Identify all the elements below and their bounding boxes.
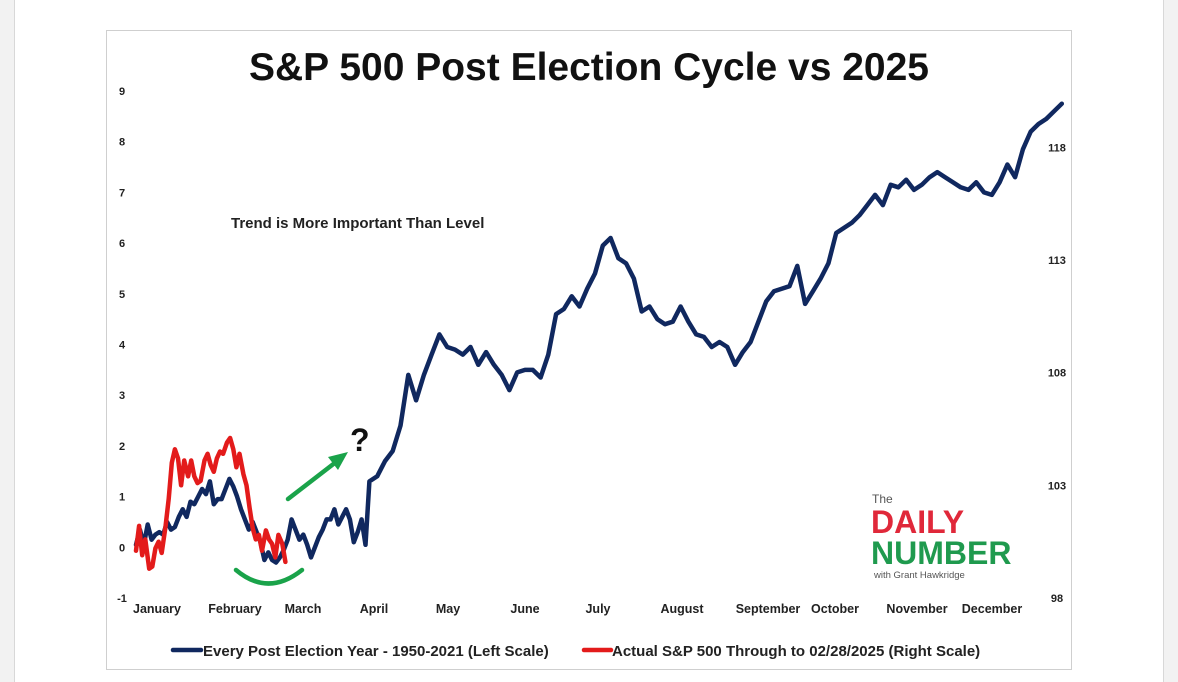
chart-frame <box>106 30 1072 670</box>
month-label: April <box>360 602 388 616</box>
month-label: November <box>886 602 947 616</box>
left-tick-label: 7 <box>119 187 125 199</box>
month-label: December <box>962 602 1023 616</box>
legend-label-actual-2025: Actual S&P 500 Through to 02/28/2025 (Ri… <box>612 643 980 660</box>
month-label: June <box>510 602 539 616</box>
series-line-post-election <box>133 101 1065 565</box>
logo-byline: with Grant Hawkridge <box>873 570 965 581</box>
green-upward-arrow <box>285 452 348 502</box>
right-tick-label: 118 <box>1048 142 1066 154</box>
chart-title: S&P 500 Post Election Cycle vs 2025 <box>249 46 929 89</box>
page-edge-right <box>1163 0 1164 682</box>
logo-number: NUMBER <box>871 535 1011 571</box>
left-tick-label: 4 <box>119 340 126 352</box>
chart-annotation: Trend is More Important Than Level <box>231 215 484 232</box>
green-smile-arc <box>233 567 305 586</box>
x-axis: January February March April May June July Augu… <box>133 602 1022 616</box>
left-tick-label: 6 <box>119 238 125 250</box>
month-label: January <box>133 602 181 616</box>
left-axis: 9 8 7 6 5 4 3 2 1 0 -1 <box>117 86 127 605</box>
logo-the: The <box>872 492 893 506</box>
question-mark: ? <box>350 422 370 458</box>
left-tick-label: 1 <box>119 492 125 504</box>
month-label: October <box>811 602 859 616</box>
legend: Every Post Election Year - 1950-2021 (Le… <box>170 643 980 660</box>
logo-daily: DAILY <box>871 504 964 540</box>
page-edge-left <box>14 0 15 682</box>
right-tick-label: 113 <box>1048 255 1066 267</box>
month-label: August <box>660 602 704 616</box>
legend-label-post-election: Every Post Election Year - 1950-2021 (Le… <box>203 643 549 660</box>
month-label: September <box>736 602 801 616</box>
left-tick-label: 0 <box>119 542 125 554</box>
left-tick-label: 9 <box>119 86 125 98</box>
right-tick-label: 108 <box>1048 368 1066 380</box>
series-line-actual-2025 <box>133 435 288 571</box>
left-tick-label: 3 <box>119 390 125 402</box>
month-label: July <box>585 602 610 616</box>
left-tick-label: -1 <box>117 593 127 605</box>
month-label: February <box>208 602 262 616</box>
left-tick-label: 8 <box>119 137 125 149</box>
right-axis: 118 113 108 103 98 <box>1048 142 1066 605</box>
right-tick-label: 98 <box>1051 593 1063 605</box>
left-tick-label: 5 <box>119 289 125 301</box>
right-tick-label: 103 <box>1048 480 1066 492</box>
month-label: May <box>436 602 460 616</box>
daily-number-logo: The DAILY NUMBER with Grant Hawkridge <box>871 492 1011 581</box>
left-tick-label: 2 <box>119 441 125 453</box>
month-label: March <box>285 602 322 616</box>
